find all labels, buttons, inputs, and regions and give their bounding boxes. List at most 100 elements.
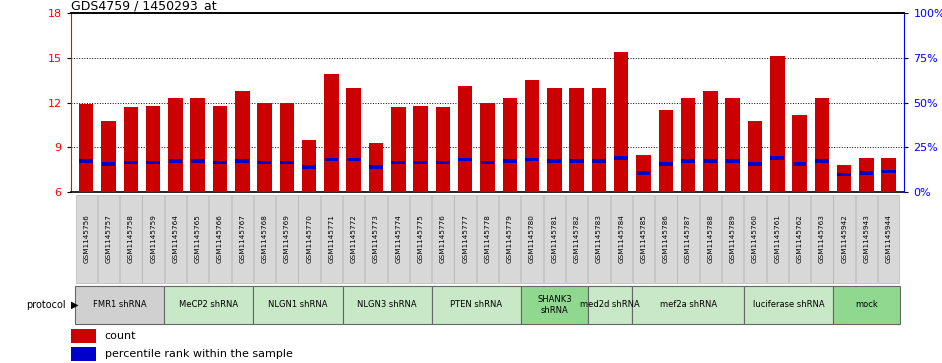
Text: GSM1145760: GSM1145760 [752, 214, 758, 263]
Bar [209, 195, 231, 283]
Bar [165, 195, 187, 283]
Bar [882, 158, 896, 192]
Bar [588, 286, 632, 324]
Bar [502, 98, 517, 192]
Text: GSM1145773: GSM1145773 [373, 214, 379, 263]
Bar [365, 195, 387, 283]
Bar [610, 195, 632, 283]
Text: GSM1145944: GSM1145944 [885, 214, 892, 263]
Bar [387, 195, 409, 283]
Bar [146, 161, 160, 164]
Text: med2d shRNA: med2d shRNA [580, 301, 640, 309]
Text: GSM1145774: GSM1145774 [396, 214, 401, 263]
Bar [480, 161, 495, 164]
Text: FMR1 shRNA: FMR1 shRNA [93, 301, 147, 309]
Bar [834, 195, 854, 283]
Bar [258, 161, 271, 164]
Bar [213, 106, 227, 192]
Bar [788, 195, 810, 283]
Bar [71, 347, 96, 361]
Bar [146, 106, 160, 192]
Bar [792, 115, 806, 192]
Bar [414, 161, 428, 164]
Text: GSM1145765: GSM1145765 [195, 214, 201, 263]
Bar [75, 195, 97, 283]
Text: GDS4759 / 1450293_at: GDS4759 / 1450293_at [71, 0, 217, 12]
Text: protocol: protocol [26, 300, 66, 310]
Text: GSM1145761: GSM1145761 [774, 214, 780, 263]
Bar [454, 195, 476, 283]
Bar [748, 162, 762, 166]
Bar [191, 159, 204, 163]
Bar [592, 87, 607, 192]
Text: GSM1145943: GSM1145943 [864, 214, 869, 263]
Text: GSM1145775: GSM1145775 [417, 214, 424, 263]
Text: count: count [105, 331, 136, 341]
Bar [435, 107, 450, 192]
Text: GSM1145759: GSM1145759 [150, 214, 156, 263]
Text: GSM1145767: GSM1145767 [239, 214, 245, 263]
Bar [521, 195, 543, 283]
Bar [833, 286, 900, 324]
Bar [236, 90, 250, 192]
Bar [614, 156, 628, 160]
Text: GSM1145787: GSM1145787 [685, 214, 691, 263]
Text: mef2a shRNA: mef2a shRNA [659, 301, 717, 309]
Bar [391, 107, 406, 192]
Text: luciferase shRNA: luciferase shRNA [753, 301, 824, 309]
Bar [102, 121, 116, 192]
Bar [71, 329, 96, 343]
Bar [703, 90, 718, 192]
Bar [503, 159, 516, 163]
Bar [392, 161, 405, 164]
Text: NLGN3 shRNA: NLGN3 shRNA [357, 301, 417, 309]
Bar [187, 195, 208, 283]
Bar [190, 98, 205, 192]
Bar [347, 158, 361, 161]
Bar [700, 195, 721, 283]
Text: GSM1145763: GSM1145763 [819, 214, 825, 263]
Bar [253, 286, 343, 324]
Bar [121, 195, 141, 283]
Bar [75, 286, 164, 324]
Bar [410, 195, 431, 283]
Text: GSM1145942: GSM1145942 [841, 214, 847, 263]
Bar [79, 104, 93, 192]
Bar [521, 286, 588, 324]
Bar [837, 173, 851, 176]
Bar [655, 195, 676, 283]
Bar [343, 195, 365, 283]
Bar [414, 106, 428, 192]
Bar [792, 162, 806, 166]
Bar [213, 161, 227, 164]
Text: GSM1145772: GSM1145772 [350, 214, 357, 263]
Bar [744, 286, 833, 324]
Bar [815, 98, 829, 192]
Bar [432, 195, 454, 283]
Text: GSM1145781: GSM1145781 [551, 214, 558, 263]
Bar [302, 165, 317, 168]
Bar [636, 155, 651, 192]
Bar [169, 98, 183, 192]
Text: GSM1145788: GSM1145788 [707, 214, 713, 263]
Bar [632, 286, 744, 324]
Bar [882, 170, 896, 173]
Text: GSM1145766: GSM1145766 [217, 214, 223, 263]
Bar [232, 195, 253, 283]
Bar [102, 162, 116, 166]
Bar [681, 159, 695, 163]
Text: MeCP2 shRNA: MeCP2 shRNA [179, 301, 238, 309]
Bar [588, 195, 609, 283]
Text: GSM1145776: GSM1145776 [440, 214, 446, 263]
Bar [276, 195, 298, 283]
Text: GSM1145768: GSM1145768 [262, 214, 268, 263]
Bar [98, 195, 120, 283]
Bar [431, 286, 521, 324]
Text: GSM1145779: GSM1145779 [507, 214, 512, 263]
Bar [79, 159, 93, 163]
Bar [347, 87, 361, 192]
Text: NLGN1 shRNA: NLGN1 shRNA [268, 301, 328, 309]
Bar [254, 195, 275, 283]
Bar [324, 74, 339, 192]
Bar [658, 110, 673, 192]
